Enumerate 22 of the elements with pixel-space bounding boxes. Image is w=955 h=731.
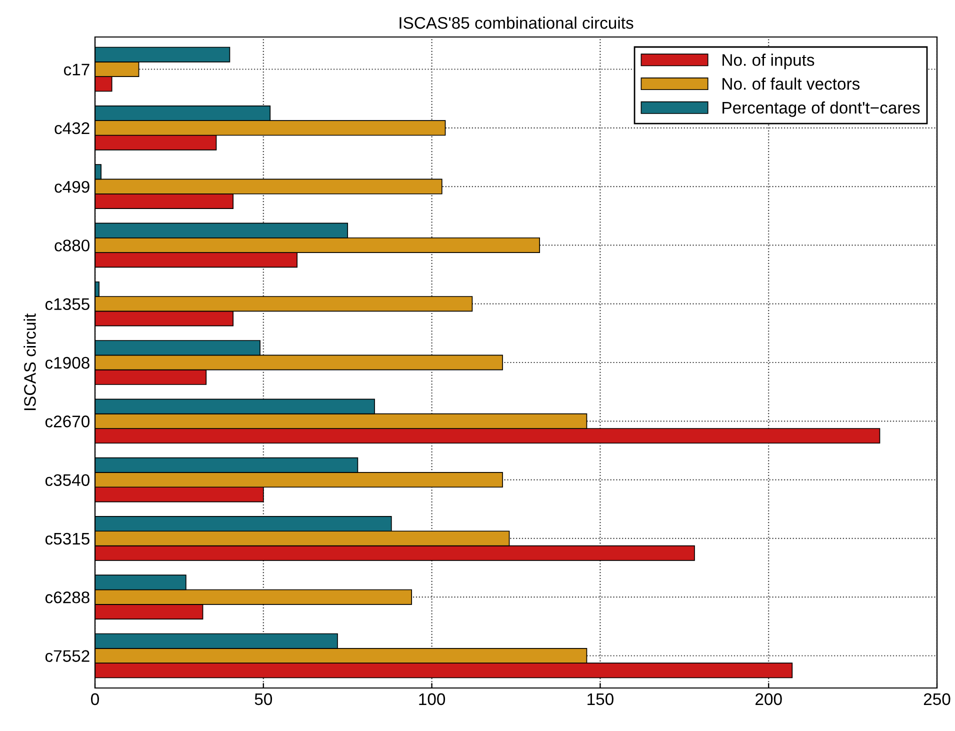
x-tick-label: 0 — [91, 693, 99, 706]
y-tick-label: c3540 — [45, 474, 90, 486]
x-tick-label: 250 — [924, 693, 950, 706]
y-tick-label: c6288 — [45, 591, 90, 604]
y-tick-label: c1908 — [45, 356, 90, 369]
legend-label: Percentage of dont't−cares — [722, 101, 920, 117]
x-tick-label: 150 — [588, 693, 614, 706]
y-tick-label: c5315 — [45, 532, 90, 545]
y-tick-label: c499 — [54, 180, 90, 193]
y-tick-label: c1355 — [45, 298, 90, 310]
x-tick-label: 50 — [254, 693, 272, 706]
chart-title: ISCAS'85 combinational circuits — [400, 16, 634, 29]
legend-label: No. of fault vectors — [722, 78, 860, 90]
legend-label: No. of inputs — [722, 54, 814, 70]
y-axis-title: ISCAS circuit — [24, 314, 36, 410]
y-tick-label: c2670 — [45, 416, 90, 428]
y-tick-label: c17 — [64, 64, 90, 76]
x-tick-label: 100 — [419, 693, 446, 706]
y-tick-label: c432 — [54, 122, 90, 134]
x-tick-label: 200 — [756, 693, 782, 706]
y-tick-label: c7552 — [45, 650, 90, 662]
y-tick-label: c880 — [54, 240, 90, 252]
